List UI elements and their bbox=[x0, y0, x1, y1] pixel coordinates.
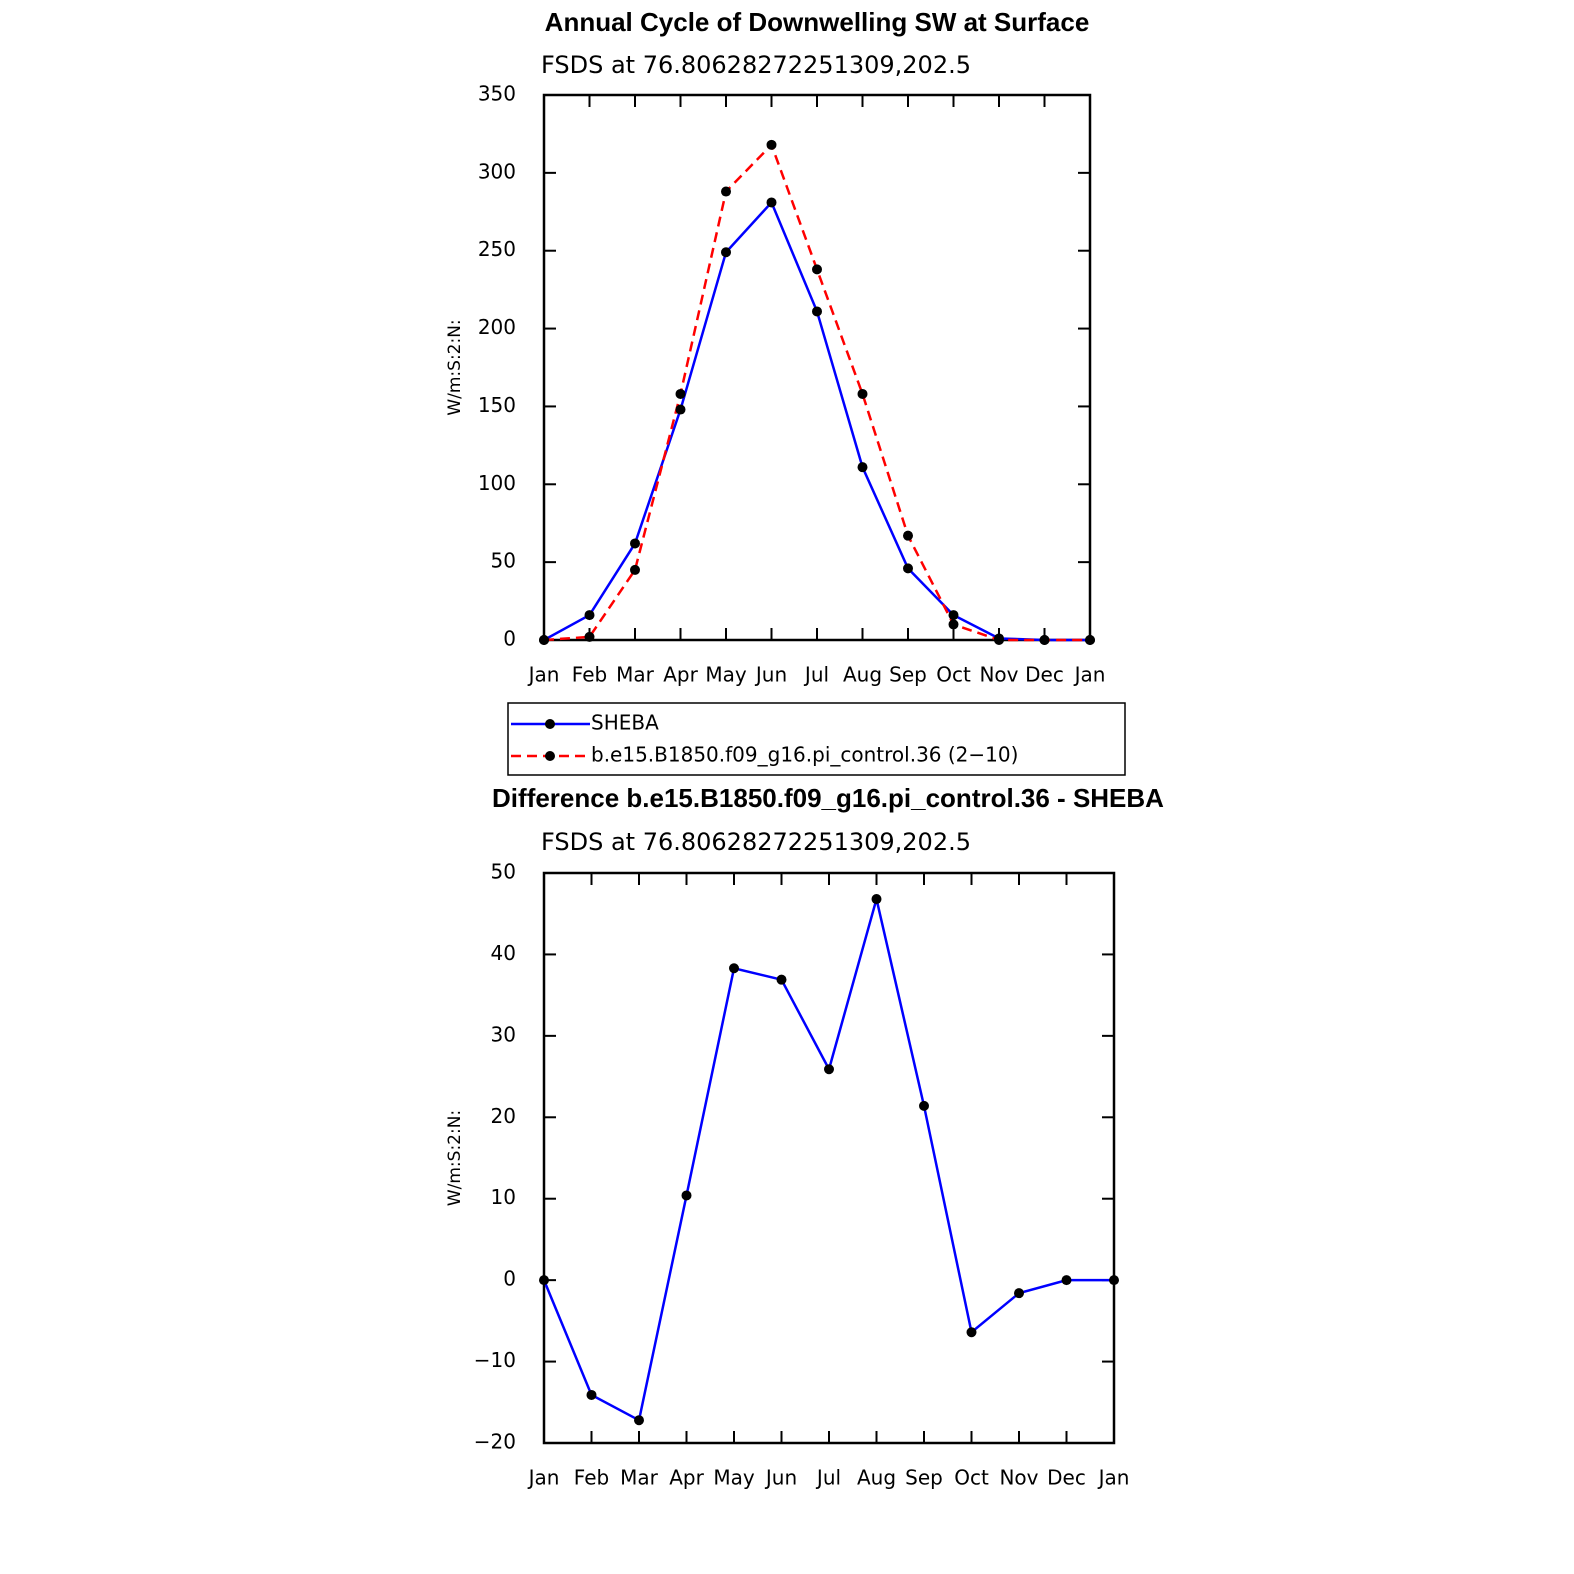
y-tick-label: 20 bbox=[491, 1104, 516, 1128]
data-point bbox=[994, 635, 1004, 645]
data-point bbox=[634, 1415, 644, 1426]
y-tick-label: 50 bbox=[491, 860, 516, 884]
legend-label: SHEBA bbox=[591, 711, 659, 735]
y-tick-label: 100 bbox=[478, 471, 516, 495]
data-point bbox=[857, 462, 868, 473]
data-point bbox=[721, 186, 731, 197]
y-tick-label: −10 bbox=[474, 1348, 516, 1372]
chart-subtitle: FSDS at 76.80628272251309,202.5 bbox=[541, 828, 971, 856]
data-point bbox=[776, 974, 787, 985]
data-point bbox=[812, 306, 822, 317]
x-tick-label: Feb bbox=[572, 663, 607, 687]
data-point bbox=[539, 1275, 549, 1286]
series-line bbox=[543, 142, 1090, 642]
x-tick-label: Oct bbox=[954, 1466, 989, 1490]
y-tick-label: 250 bbox=[478, 237, 516, 261]
data-point bbox=[586, 1389, 597, 1400]
data-point bbox=[903, 530, 913, 541]
series-line bbox=[542, 898, 1114, 1423]
x-tick-label: Nov bbox=[979, 663, 1018, 687]
x-tick-label: Mar bbox=[620, 1466, 659, 1490]
y-tick-label: 0 bbox=[503, 627, 516, 651]
data-point bbox=[675, 388, 686, 399]
y-tick-label: 10 bbox=[491, 1185, 516, 1209]
x-tick-label: Sep bbox=[889, 663, 927, 687]
x-tick-label: May bbox=[705, 663, 747, 687]
legend-marker bbox=[545, 719, 555, 729]
data-point bbox=[1014, 1288, 1024, 1299]
y-tick-label: 200 bbox=[478, 315, 516, 339]
x-tick-label: Jul bbox=[815, 1466, 841, 1490]
x-tick-label: Dec bbox=[1047, 1466, 1086, 1490]
data-point bbox=[584, 610, 595, 621]
data-point bbox=[675, 404, 686, 415]
data-point bbox=[824, 1064, 834, 1075]
plot-frame bbox=[542, 871, 1116, 1445]
x-tick-label: Oct bbox=[936, 663, 971, 687]
x-tick-label: Jul bbox=[803, 663, 829, 687]
y-axis-label: W/m:S:2:N: bbox=[445, 1110, 465, 1206]
data-point bbox=[871, 894, 882, 905]
data-point bbox=[766, 139, 777, 150]
data-point bbox=[766, 197, 777, 208]
x-tick-label: Aug bbox=[857, 1466, 896, 1490]
y-tick-label: 30 bbox=[491, 1022, 516, 1046]
data-point bbox=[729, 963, 739, 974]
data-point bbox=[584, 631, 595, 642]
data-point bbox=[681, 1190, 692, 1201]
x-tick-label: Aug bbox=[843, 663, 882, 687]
x-tick-label: Feb bbox=[574, 1466, 609, 1490]
plot-frame bbox=[542, 93, 1092, 642]
data-point bbox=[919, 1100, 929, 1111]
y-tick-label: 0 bbox=[503, 1267, 516, 1291]
x-tick-label: Jun bbox=[754, 663, 787, 687]
data-point bbox=[721, 247, 731, 258]
x-tick-label: Jan bbox=[1097, 1466, 1130, 1490]
data-point bbox=[1039, 635, 1050, 645]
y-tick-label: 40 bbox=[491, 941, 516, 965]
x-tick-label: Dec bbox=[1025, 663, 1064, 687]
data-point bbox=[966, 1327, 977, 1338]
data-point bbox=[948, 619, 959, 630]
x-tick-label: Jan bbox=[1073, 663, 1106, 687]
x-tick-label: Jan bbox=[527, 1466, 560, 1490]
x-tick-label: May bbox=[713, 1466, 755, 1490]
data-point bbox=[1061, 1275, 1072, 1286]
chart-title: Annual Cycle of Downwelling SW at Surfac… bbox=[545, 7, 1090, 37]
data-point bbox=[630, 538, 640, 549]
y-tick-label: 150 bbox=[478, 393, 516, 417]
data-point bbox=[812, 264, 822, 275]
legend-marker bbox=[545, 751, 555, 761]
x-tick-label: Apr bbox=[669, 1466, 704, 1490]
data-point bbox=[1109, 1275, 1119, 1286]
data-point bbox=[903, 563, 913, 574]
x-tick-label: Sep bbox=[905, 1466, 943, 1490]
y-tick-label: 350 bbox=[478, 82, 516, 106]
x-tick-label: Mar bbox=[616, 663, 655, 687]
data-point bbox=[1085, 635, 1095, 645]
x-tick-label: Jan bbox=[527, 663, 560, 687]
x-tick-label: Jun bbox=[764, 1466, 797, 1490]
data-point bbox=[539, 635, 549, 645]
data-point bbox=[948, 610, 959, 621]
legend-label: b.e15.B1850.f09_g16.pi_control.36 (2−10) bbox=[591, 743, 1018, 767]
y-tick-label: 300 bbox=[478, 159, 516, 183]
data-point bbox=[857, 388, 868, 399]
y-axis-label: W/m:S:2:N: bbox=[445, 319, 465, 415]
chart-subtitle: FSDS at 76.80628272251309,202.5 bbox=[541, 51, 971, 79]
legend-box bbox=[507, 702, 1126, 776]
chart-title: Difference b.e15.B1850.f09_g16.pi_contro… bbox=[492, 783, 1164, 813]
data-point bbox=[630, 564, 640, 575]
y-tick-label: −20 bbox=[474, 1430, 516, 1454]
x-tick-label: Apr bbox=[663, 663, 698, 687]
x-tick-label: Nov bbox=[999, 1466, 1038, 1490]
y-tick-label: 50 bbox=[491, 549, 516, 573]
